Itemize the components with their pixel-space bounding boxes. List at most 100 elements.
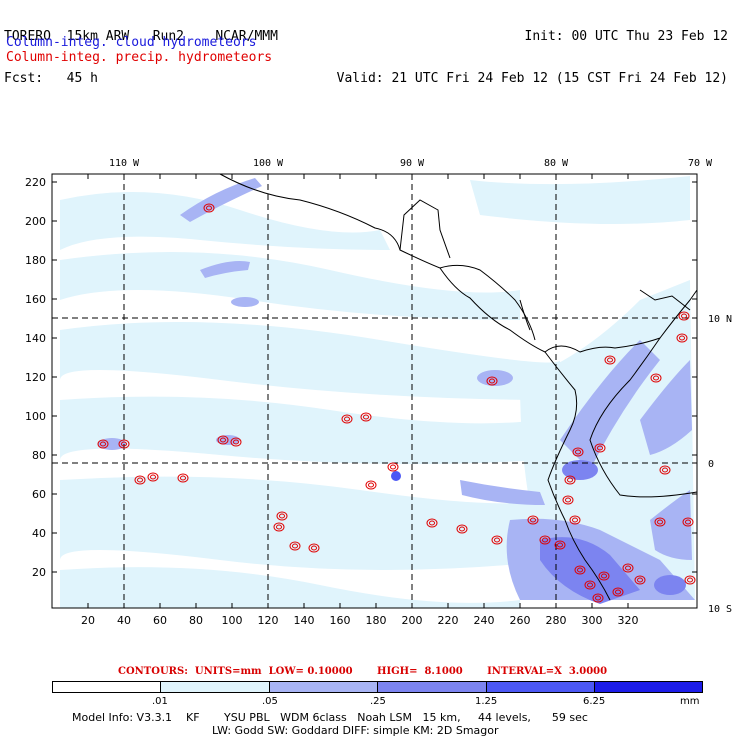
precip-contour bbox=[587, 582, 593, 588]
precip-contour bbox=[557, 542, 563, 548]
precip-contour bbox=[230, 437, 242, 447]
x-tick-label: 240 bbox=[474, 614, 495, 627]
colorbar-label: .05 bbox=[262, 696, 278, 707]
precip-contour bbox=[554, 540, 566, 550]
precip-contour bbox=[134, 475, 146, 485]
precip-contour bbox=[650, 373, 662, 383]
legend-cloud-hydrometeors: Column-integ. cloud hydrometeors bbox=[6, 35, 257, 50]
precip-contour bbox=[363, 414, 369, 420]
colorbar-swatch bbox=[594, 681, 703, 693]
precip-contour bbox=[679, 335, 685, 341]
precip-contour bbox=[177, 473, 189, 483]
precip-contour bbox=[625, 565, 631, 571]
precip-contour bbox=[584, 580, 596, 590]
x-tick-label: 200 bbox=[402, 614, 423, 627]
x-axis-labels: 20 40 60 80 100 120 140 160 180 200 220 … bbox=[81, 614, 639, 627]
precip-contour bbox=[572, 517, 578, 523]
precip-contour bbox=[147, 472, 159, 482]
precip-contour bbox=[577, 567, 583, 573]
valid-time: Valid: 21 UTC Fri 24 Feb 12 (15 CST Fri … bbox=[336, 71, 728, 86]
x-tick-label: 280 bbox=[546, 614, 567, 627]
precip-contour bbox=[121, 441, 127, 447]
lon-label: 100 W bbox=[253, 158, 284, 169]
precip-contour bbox=[527, 515, 539, 525]
precip-contour bbox=[456, 524, 468, 534]
precip-contour bbox=[279, 513, 285, 519]
precip-contour bbox=[387, 462, 399, 472]
precip-contour bbox=[685, 519, 691, 525]
x-tick-label: 220 bbox=[438, 614, 459, 627]
lat-label: 0 bbox=[708, 459, 714, 470]
colorbar-swatch bbox=[269, 681, 378, 693]
colorbar-unit: mm bbox=[680, 696, 700, 707]
colorbar-swatch bbox=[52, 681, 161, 693]
precip-contour bbox=[491, 535, 503, 545]
precip-contour bbox=[390, 464, 396, 470]
latitude-labels: 10 N 0 10 S bbox=[708, 314, 732, 615]
precip-contour bbox=[567, 477, 573, 483]
precip-contour bbox=[308, 543, 320, 553]
precip-contour bbox=[637, 577, 643, 583]
precip-contour bbox=[604, 355, 616, 365]
precip-contour bbox=[360, 412, 372, 422]
x-tick-label: 100 bbox=[222, 614, 243, 627]
precip-contour bbox=[530, 517, 536, 523]
colorbar-label: .25 bbox=[370, 696, 386, 707]
cloud-field-level3 bbox=[391, 460, 686, 604]
colorbar-swatch bbox=[160, 681, 270, 693]
header-left: TORERO 15km ARW Run2 NCAR/MMM Fcst: 45 h bbox=[4, 2, 278, 100]
precip-contour bbox=[150, 474, 156, 480]
precip-contour bbox=[654, 517, 666, 527]
precip-contour bbox=[429, 520, 435, 526]
precip-contour bbox=[681, 313, 687, 319]
precip-contour bbox=[203, 203, 215, 213]
precip-contour bbox=[137, 477, 143, 483]
precip-contour bbox=[607, 357, 613, 363]
precip-contour bbox=[662, 467, 668, 473]
y-tick-label: 80 bbox=[32, 449, 46, 462]
precip-contour bbox=[682, 517, 694, 527]
lon-label: 70 W bbox=[688, 158, 713, 169]
init-time: Init: 00 UTC Thu 23 Feb 12 bbox=[524, 29, 729, 44]
precip-contour bbox=[486, 376, 498, 386]
model-physics: LW: Godd SW: Goddard DIFF: simple KM: 2D… bbox=[212, 724, 499, 737]
precip-contour bbox=[634, 575, 646, 585]
precip-contour bbox=[598, 571, 610, 581]
precip-contour bbox=[276, 511, 288, 521]
x-tick-label: 260 bbox=[510, 614, 531, 627]
precip-contour bbox=[657, 519, 663, 525]
y-tick-label: 120 bbox=[25, 371, 46, 384]
precip-contour bbox=[564, 475, 576, 485]
precip-contour bbox=[459, 526, 465, 532]
precip-contour bbox=[615, 589, 621, 595]
precip-contour bbox=[687, 577, 693, 583]
model-info: Model Info: V3.3.1 KF YSU PBL WDM 6class… bbox=[72, 711, 588, 724]
precip-contour bbox=[341, 414, 353, 424]
precip-contour bbox=[368, 482, 374, 488]
precip-contour bbox=[678, 311, 690, 321]
contour-info: CONTOURS: UNITS=mm LOW= 0.10000 HIGH= 8.… bbox=[118, 666, 608, 677]
precip-contour bbox=[612, 587, 624, 597]
precip-contour bbox=[292, 543, 298, 549]
lat-label: 10 N bbox=[708, 314, 732, 325]
precip-contour bbox=[595, 595, 601, 601]
lon-label: 90 W bbox=[400, 158, 425, 169]
precip-contour bbox=[684, 575, 696, 585]
x-tick-label: 160 bbox=[330, 614, 351, 627]
precip-contour bbox=[220, 437, 226, 443]
precip-contours bbox=[97, 203, 696, 603]
colorbar-label: 1.25 bbox=[475, 696, 498, 707]
precip-contour bbox=[592, 593, 604, 603]
lat-label: 10 S bbox=[708, 604, 732, 615]
precip-contour bbox=[676, 333, 688, 343]
precip-contour bbox=[622, 563, 634, 573]
forecast-hour: Fcst: 45 h bbox=[4, 71, 98, 86]
precip-contour bbox=[575, 449, 581, 455]
plot-frame bbox=[51, 173, 698, 609]
coastlines bbox=[219, 173, 698, 601]
precip-contour bbox=[494, 537, 500, 543]
y-tick-label: 140 bbox=[25, 332, 46, 345]
colorbar-swatch bbox=[486, 681, 595, 693]
precip-contour bbox=[542, 537, 548, 543]
